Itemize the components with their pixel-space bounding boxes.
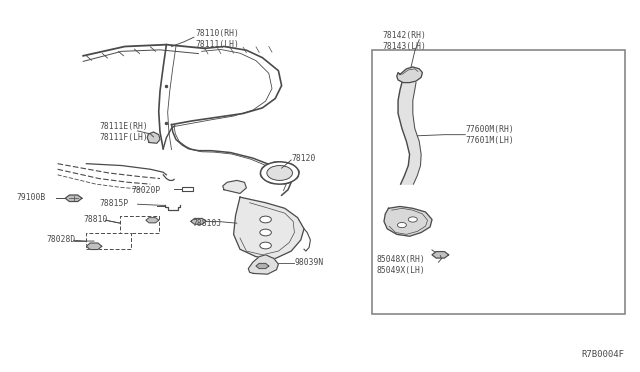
Circle shape [260,229,271,236]
Polygon shape [397,67,422,83]
Bar [372,50,625,314]
Polygon shape [223,180,246,193]
Polygon shape [146,218,159,223]
Polygon shape [384,206,432,236]
Circle shape [408,217,417,222]
Polygon shape [182,187,193,191]
Text: 77600M(RH)
77601M(LH): 77600M(RH) 77601M(LH) [466,125,515,145]
Text: 78110(RH)
78111(LH): 78110(RH) 78111(LH) [195,29,239,49]
Polygon shape [120,216,159,232]
Polygon shape [398,83,421,184]
Polygon shape [191,218,206,224]
Text: 78120: 78120 [291,154,316,163]
Text: 85048X(RH)
85049X(LH): 85048X(RH) 85049X(LH) [376,255,425,275]
Polygon shape [256,263,269,269]
Polygon shape [86,243,102,250]
Text: 78142(RH)
78143(LH): 78142(RH) 78143(LH) [383,31,427,51]
Circle shape [397,222,406,228]
Text: 78810J: 78810J [192,219,221,228]
Circle shape [260,216,271,223]
Text: 78028D: 78028D [46,235,76,244]
Polygon shape [86,232,131,249]
Text: 98039N: 98039N [294,258,324,267]
Circle shape [260,242,271,249]
Polygon shape [65,195,82,202]
Polygon shape [248,255,278,274]
Text: 78111E(RH)
78111F(LH): 78111E(RH) 78111F(LH) [99,122,148,142]
Circle shape [260,162,299,184]
Text: R7B0004F: R7B0004F [581,350,624,359]
Polygon shape [432,251,449,258]
Text: 79100B: 79100B [16,193,45,202]
Text: 78810: 78810 [83,215,108,224]
Text: 78815P: 78815P [99,199,129,208]
Text: 78020P: 78020P [131,186,161,195]
Polygon shape [147,132,160,143]
Circle shape [267,166,292,180]
Polygon shape [234,197,304,259]
